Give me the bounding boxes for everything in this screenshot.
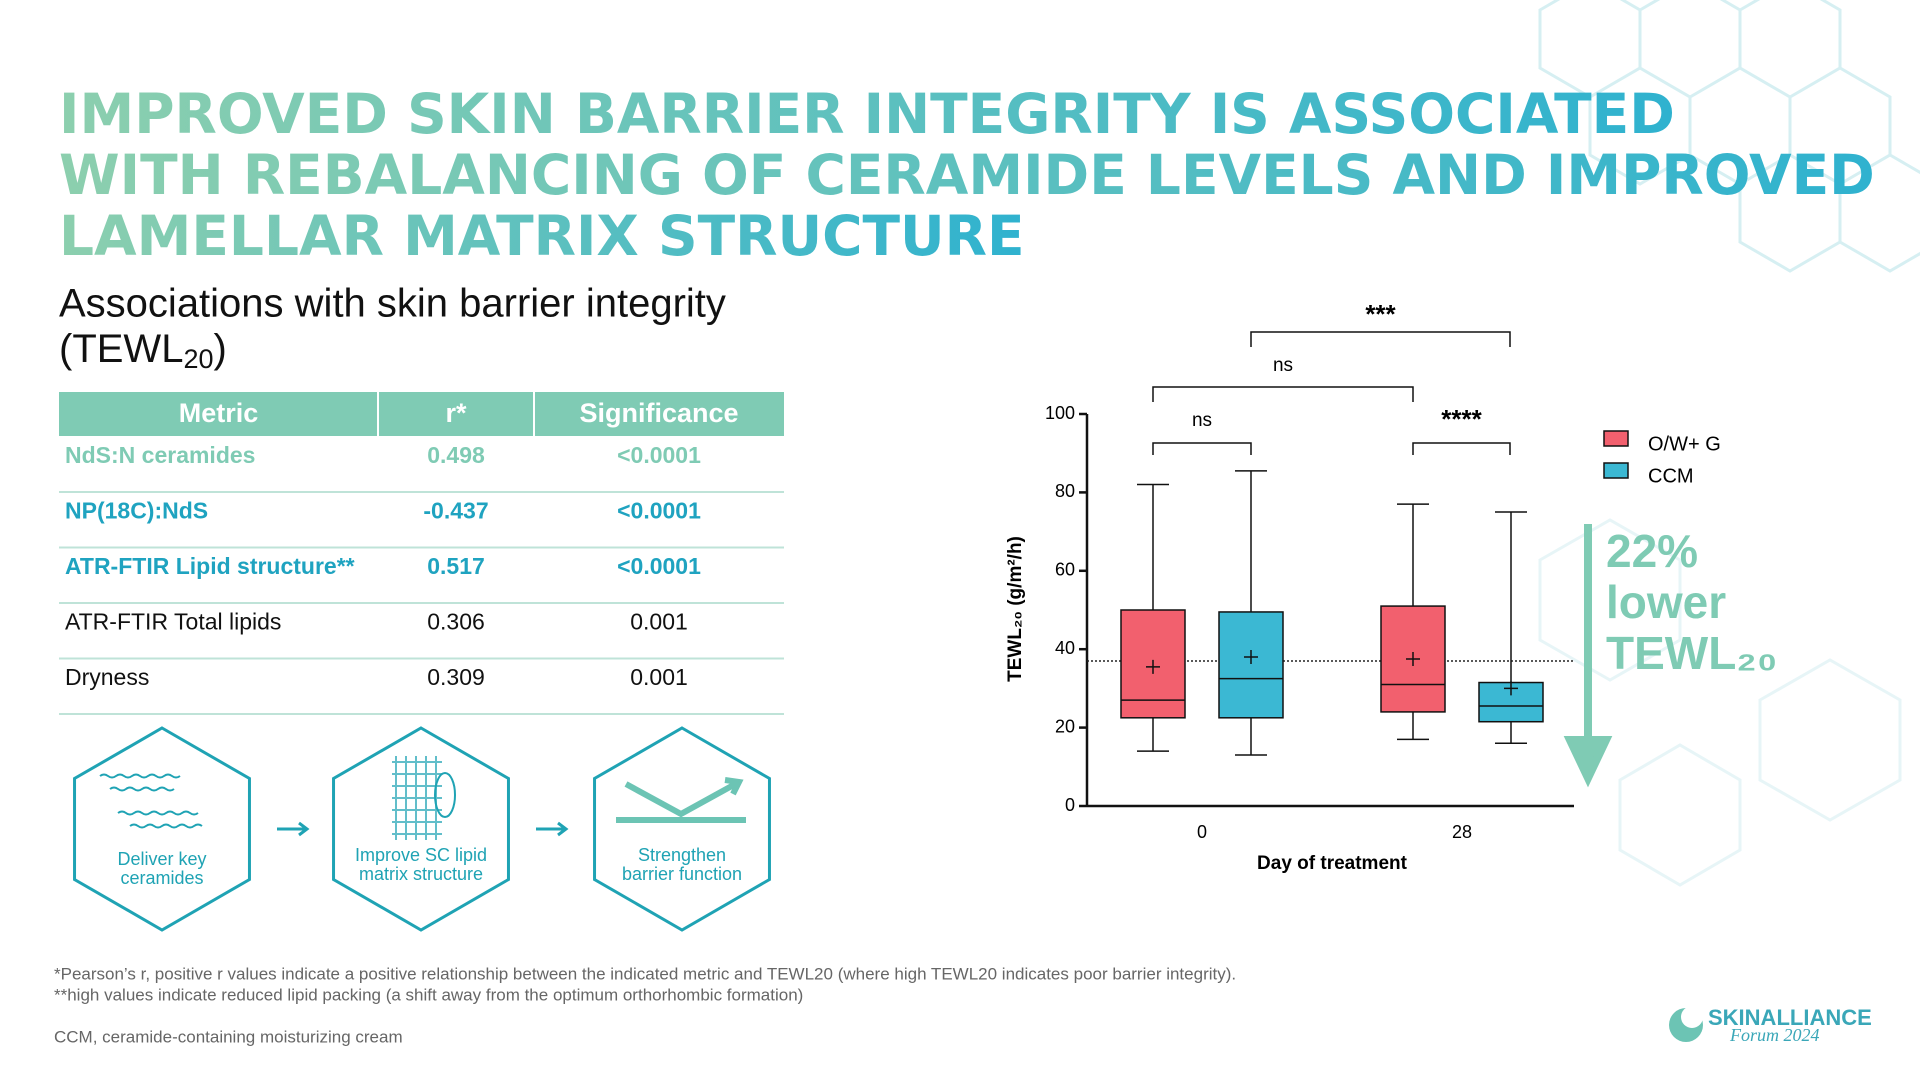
y-tick-label: 40	[1055, 638, 1075, 658]
callout-text: 22%	[1606, 525, 1698, 577]
background-pattern	[1538, 0, 1920, 887]
footnote: CCM, ceramide-containing moisturizing cr…	[54, 1027, 403, 1046]
y-tick-label: 100	[1045, 403, 1075, 423]
step-label: barrier function	[622, 864, 742, 884]
step-label: ceramides	[120, 868, 203, 888]
table-cell: <0.0001	[617, 442, 701, 468]
subtitle-sub: 20	[183, 344, 213, 374]
significance-label: ****	[1441, 404, 1482, 434]
title-line: LAMELLAR MATRIX STRUCTURE	[59, 204, 1025, 268]
significance-label: ns	[1273, 355, 1293, 376]
table-header	[59, 392, 784, 436]
footnote: **high values indicate reduced lipid pac…	[54, 985, 803, 1004]
table-cell: 0.498	[427, 442, 485, 468]
y-tick-label: 20	[1055, 716, 1075, 736]
ceramide-icon	[99, 773, 203, 829]
table-cell: <0.0001	[617, 498, 701, 524]
table-cell: ATR-FTIR Total lipids	[65, 609, 281, 635]
table-cell: -0.437	[423, 498, 488, 524]
callout-arrow	[1563, 524, 1613, 788]
significance-bracket	[1412, 442, 1511, 455]
legend-swatch	[1603, 430, 1629, 447]
table-cell: NdS:N ceramides	[65, 442, 255, 468]
table-cell: NP(18C):NdS	[65, 498, 208, 524]
step-arrow	[277, 821, 310, 837]
x-axis-label: Day of treatment	[1257, 853, 1408, 874]
subtitle: Associations with skin barrier integrity	[59, 282, 726, 326]
y-tick-label: 0	[1065, 795, 1075, 815]
header-cell: Significance	[579, 398, 738, 428]
significance-bracket	[1152, 442, 1252, 455]
x-tick-label: 0	[1197, 822, 1207, 842]
mean-marker	[1244, 650, 1258, 665]
step-label: Strengthen	[638, 845, 726, 865]
header-cell: r*	[445, 398, 467, 428]
y-axis-label: TEWL₂₀ (g/m²/h)	[1005, 536, 1026, 682]
subtitle-part: )	[213, 327, 226, 371]
callout-text: TEWL₂₀	[1606, 627, 1777, 679]
title-line: WITH REBALANCING OF CERAMIDE LEVELS AND …	[59, 143, 1875, 207]
step-hexagon	[73, 726, 251, 932]
significance-label: ***	[1365, 299, 1396, 329]
mean-marker	[1406, 652, 1420, 666]
step-label: Improve SC lipid	[355, 845, 487, 865]
legend-label: CCM	[1648, 465, 1694, 487]
logo-mark	[1681, 1006, 1703, 1028]
y-tick-label: 60	[1055, 560, 1075, 580]
footnote: *Pearson’s r, positive r values indicate…	[54, 964, 1236, 983]
y-tick-label: 80	[1055, 481, 1075, 501]
callout-text: lower	[1606, 576, 1726, 628]
logo-sub: Forum 2024	[1729, 1025, 1820, 1045]
logo-name: SKINALLIANCE	[1708, 1005, 1872, 1030]
table-cell: 0.517	[427, 553, 485, 579]
step-icons	[99, 756, 746, 840]
legend-label: O/W+ G	[1648, 433, 1721, 455]
table-cell: <0.0001	[617, 553, 701, 579]
table-cell: 0.001	[630, 664, 688, 690]
table-cell: Dryness	[65, 664, 149, 690]
mean-marker	[1504, 681, 1518, 696]
significance-label: ns	[1192, 410, 1212, 431]
table-cell: 0.306	[427, 609, 485, 635]
step-hexagon	[593, 726, 771, 932]
box	[1218, 611, 1284, 719]
table-cell: 0.309	[427, 664, 485, 690]
significance-bracket	[1152, 386, 1414, 402]
significance-bracket	[1250, 331, 1511, 347]
subtitle: (TEWL20)	[59, 327, 227, 375]
legend-swatch	[1603, 462, 1629, 479]
lipid-icon	[392, 756, 442, 840]
x-tick-label: 28	[1452, 822, 1472, 842]
lipid-icon	[434, 772, 456, 818]
header-cell: Metric	[179, 398, 259, 428]
step-label: Deliver key	[117, 849, 206, 869]
mean-marker	[1146, 659, 1160, 674]
step-label: matrix structure	[359, 864, 483, 884]
step-arrow	[536, 821, 569, 837]
step-hexagon	[332, 726, 510, 932]
title-line: IMPROVED SKIN BARRIER INTEGRITY IS ASSOC…	[59, 82, 1675, 146]
table-cell: ATR-FTIR Lipid structure**	[65, 553, 355, 579]
table-cell: 0.001	[630, 609, 688, 635]
subtitle-part: (TEWL	[59, 327, 183, 371]
barrier-icon	[616, 777, 746, 823]
